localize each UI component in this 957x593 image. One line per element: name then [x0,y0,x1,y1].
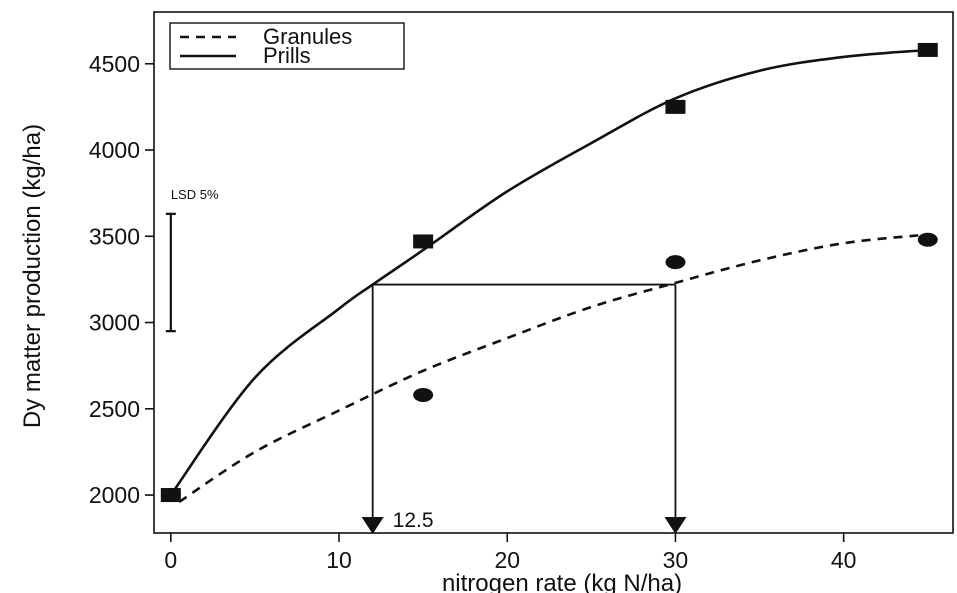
y-tick-label: 2500 [89,396,140,422]
lsd-bar-group: LSD 5% [165,187,219,333]
legend-label-granules: Granules [263,24,352,49]
x-tick-label: 0 [164,547,177,573]
x-tick-label: 10 [326,547,352,573]
x-tick-label: 30 [663,547,689,573]
y-tick-label: 2000 [89,482,140,508]
reference-lines: 12.5 [361,283,687,534]
arrow-down-marker [361,517,384,534]
lsd-label: LSD 5% [171,187,219,202]
arrow-down-marker [664,517,687,534]
plot-border [153,11,954,534]
series-line-granules [178,233,928,503]
annotation-label: 12.5 [393,509,434,532]
prills-point [413,234,434,249]
legend-box [169,22,405,70]
granules-point [413,387,434,402]
x-tick-label: 40 [831,547,857,573]
y-axis: 2000 2500 3000 3500 4000 4500 [89,51,154,508]
granules-point [160,488,181,503]
y-tick-label: 4500 [89,51,140,77]
y-axis-title: Dy matter production (kg/ha) [19,124,46,428]
fitted-curves [169,48,928,503]
data-markers [160,42,938,503]
prills-point [917,42,938,57]
y-tick-label: 3000 [89,310,140,336]
x-axis-title: nitrogen rate (kg N/ha) [442,570,682,593]
granules-point [917,232,938,247]
x-axis: 0 10 20 30 40 [164,533,856,573]
prills-point [665,99,686,114]
x-tick-label: 20 [494,547,520,573]
plot-frame [153,11,954,534]
granules-point [665,255,686,270]
y-tick-label: 4000 [89,137,140,163]
y-tick-label: 3500 [89,223,140,249]
series-line-prills [169,48,928,496]
legend-label-prills: Prills [263,43,311,68]
